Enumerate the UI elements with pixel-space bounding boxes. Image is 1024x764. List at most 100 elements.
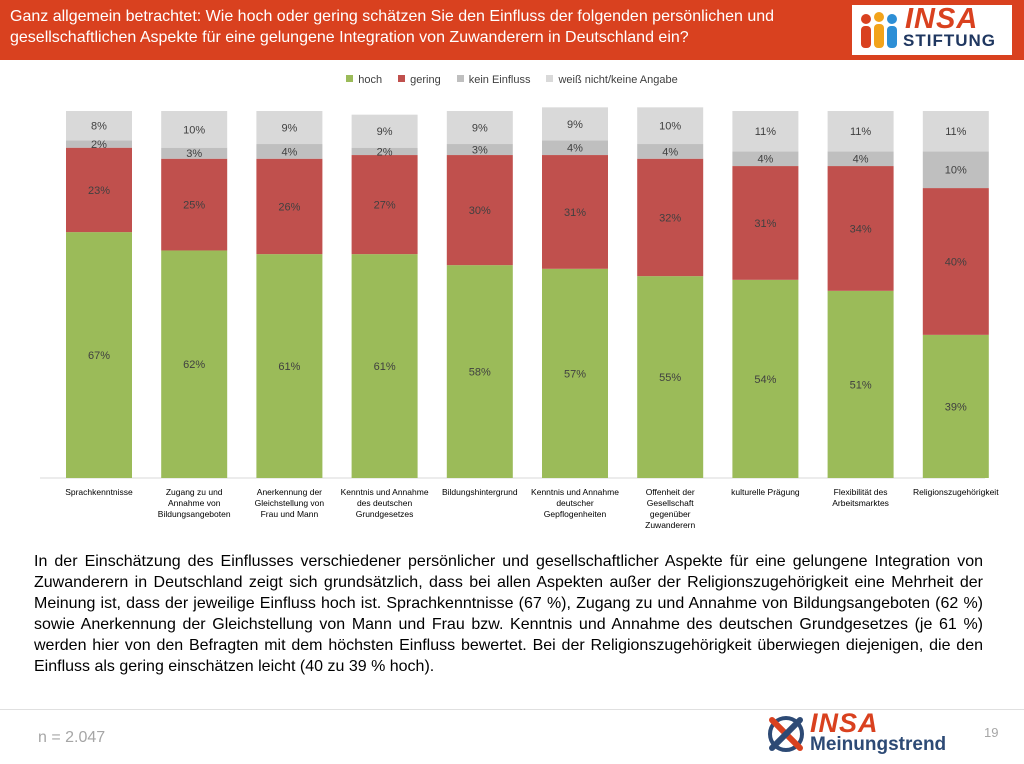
bar-segment [732,151,799,167]
x-mark-icon [768,716,804,752]
legend-item: weiß nicht/keine Angabe [546,74,678,86]
bar-segment [66,111,132,141]
legend-label: weiß nicht/keine Angabe [558,74,678,86]
legend-label: hoch [358,74,383,86]
bar-segment [637,107,704,145]
bar-segment [446,144,513,156]
data-label: 9% [567,119,583,131]
legend-swatch [398,75,406,82]
data-label: 30% [469,205,491,217]
data-label: 31% [564,207,586,219]
footer-divider [0,709,1024,710]
bar-segment [542,107,608,141]
bar-segment [446,111,513,145]
bar-segment [351,155,418,255]
category-label: Sprachkenntnisse [65,487,133,497]
data-label: 55% [659,372,681,384]
data-label: 10% [659,121,681,133]
bar-segment [732,111,799,152]
data-label: 11% [850,126,871,138]
data-label: 8% [91,121,107,133]
bar-segment [922,334,989,478]
category-label: Kenntnis und Annahme deutscher Gepflogenhe… [531,487,619,519]
legend-item: hoch [346,74,382,86]
data-label: 54% [754,374,776,386]
data-label: 11% [945,126,966,138]
bar-segment [351,114,418,148]
bar-segment [161,250,228,478]
bar-segment [637,276,704,478]
legend-swatch [546,75,554,82]
footer-logo-insa: INSA [810,708,879,738]
category-label: Zugang zu und Annahme von Bildungsangebote… [158,487,231,519]
bar-segment [637,158,704,277]
data-label: 61% [278,361,300,373]
legend-item: gering [398,74,441,86]
people-icon [861,12,897,48]
bar-segment [161,158,228,251]
bar-segment [732,166,799,280]
bar-segment [542,155,608,269]
data-label: 62% [183,359,205,371]
insa-meinungstrend-logo: INSA Meinungstrend [766,708,966,760]
category-label: Anerkennung der Gleichstellung von Frau un… [255,487,325,519]
logo-wordmark-insa: INSA [905,3,979,35]
footer-logo-meinungstrend: Meinungstrend [810,734,947,755]
bar-segment [637,144,704,159]
bar-segment [922,188,989,335]
bar-segment [161,111,228,148]
bar-segment [256,144,323,159]
data-label: 4% [567,143,583,155]
bar-segment [66,232,132,478]
summary-text: In der Einschätzung des Einflusses versc… [34,553,983,675]
data-label: 34% [850,223,872,235]
data-label: 58% [469,367,491,379]
bar-segment [66,147,132,233]
data-label: 9% [472,123,488,135]
category-label: Flexibilität des Arbeitsmarktes [832,487,889,508]
bar-segment [827,111,894,152]
logo-wordmark-stiftung: STIFTUNG [903,31,996,50]
bar-segment [827,166,894,291]
bar-segment [256,158,323,255]
bar-segment [351,254,418,478]
chart-legend: hoch gering kein Einfluss weiß nicht/keine … [0,74,1024,86]
category-label: Religionszugehörigkeit [913,487,999,497]
data-label: 11% [755,126,776,138]
data-label: 10% [945,165,967,177]
bar-segment [256,111,323,145]
data-label: 31% [754,218,776,230]
data-label: 4% [853,154,869,166]
data-label: 25% [183,200,205,212]
data-label: 23% [88,185,110,197]
bar-segment [256,254,323,478]
data-label: 57% [564,368,586,380]
legend-label: gering [410,74,441,86]
data-label: 61% [374,361,396,373]
slide-title: Ganz allgemein betrachtet: Wie hoch oder… [10,8,775,46]
stacked-bar-chart: 67% 23% 2% 8% Sprachkenntnisse 62% 25% 3% 10% Zug… [40,107,999,530]
data-label: 3% [472,145,488,157]
bar-segment [922,151,989,189]
bar-segment [732,279,799,478]
category-label: Kenntnis und Annahme des deutschen Grundge… [341,487,429,519]
data-label: 3% [186,148,202,160]
data-label: 39% [945,401,967,413]
data-label: 4% [757,154,773,166]
data-label: 9% [377,126,393,138]
bar-segment [827,290,894,478]
bar-segment [446,265,513,478]
bar-segment [66,140,132,148]
data-label: 9% [281,123,297,135]
data-label: 67% [88,350,110,362]
bar-segment [351,147,418,156]
data-label: 2% [377,146,393,158]
bar-segment [922,111,989,152]
bar-segment [542,140,608,156]
insa-stiftung-logo: INSA STIFTUNG [852,3,1012,55]
category-label: Bildungshintergrund [442,487,518,497]
data-label: 51% [850,379,872,391]
category-label: kulturelle Prägung [731,487,800,497]
data-label: 27% [374,200,396,212]
legend-swatch [456,75,464,82]
